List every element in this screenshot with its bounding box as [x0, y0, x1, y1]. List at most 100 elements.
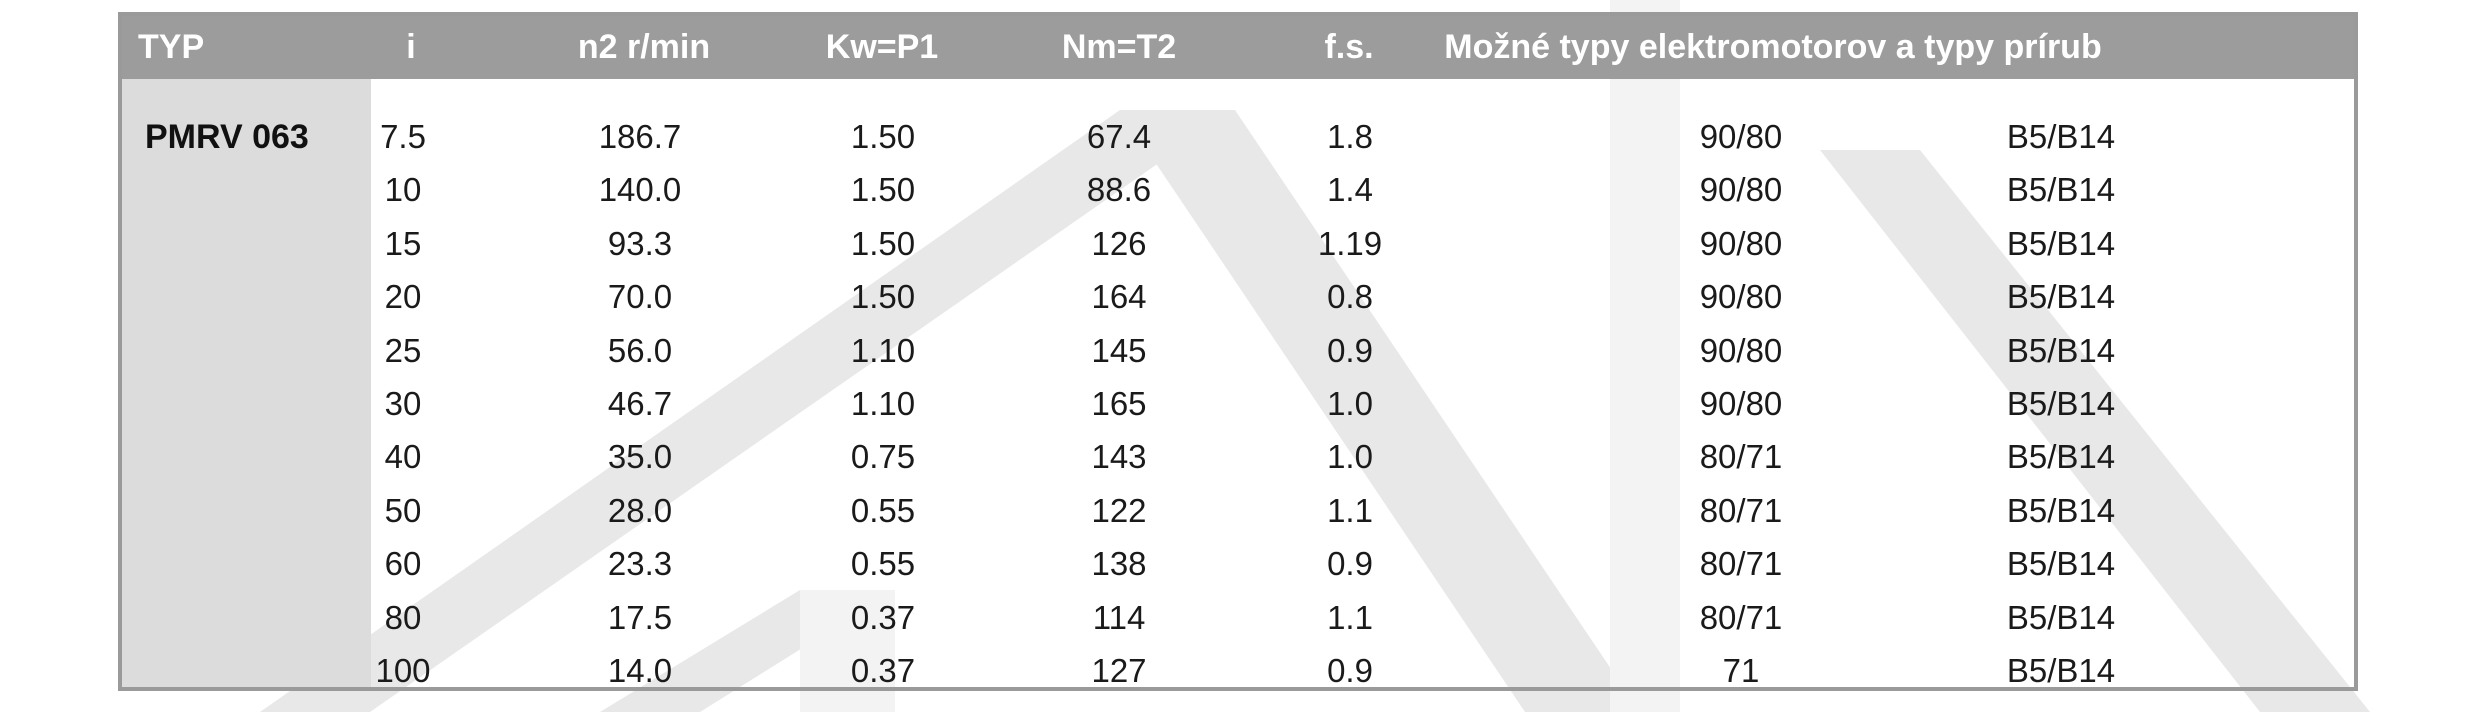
header-motor-types: Možné typy elektromotorov a typy prírub	[1444, 28, 2102, 66]
cell-n2: 186.7	[598, 118, 682, 155]
cell-motor: 80/71	[1699, 598, 1783, 636]
cell-flange: B5/B14	[2006, 118, 2116, 155]
header-kw: Kw=P1	[825, 28, 939, 66]
cell-n2: 46.7	[607, 385, 673, 422]
watermark-band	[1610, 0, 1680, 712]
table-row: 30 46.7 1.10 165 1.0 90/80 B5/B14	[122, 377, 2354, 430]
cell-i: 100	[375, 652, 431, 689]
cell-fs: 0.9	[1327, 545, 1373, 583]
cell-kw: 0.55	[850, 491, 916, 529]
cell-flange: B5/B14	[2006, 438, 2116, 476]
cell-nm: 145	[1091, 331, 1147, 369]
cell-fs: 1.1	[1327, 598, 1373, 636]
cell-i: 25	[384, 331, 422, 369]
cell-n2: 23.3	[607, 545, 673, 583]
cell-kw: 0.37	[850, 598, 916, 636]
cell-i: 60	[384, 545, 422, 583]
table-row: 50 28.0 0.55 122 1.1 80/71 B5/B14	[122, 484, 2354, 537]
table-row: 60 23.3 0.55 138 0.9 80/71 B5/B14	[122, 537, 2354, 590]
cell-motor: 90/80	[1699, 118, 1783, 155]
cell-motor: 71	[1722, 652, 1760, 689]
table-row: 15 93.3 1.50 126 1.19 90/80 B5/B14	[122, 217, 2354, 270]
watermark-block	[800, 590, 895, 712]
cell-flange: B5/B14	[2006, 652, 2116, 689]
cell-fs: 1.19	[1317, 224, 1383, 262]
cell-n2: 93.3	[607, 224, 673, 262]
cell-nm: 126	[1091, 224, 1147, 262]
cell-kw: 0.55	[850, 545, 916, 583]
header-n2: n2 r/min	[577, 28, 711, 66]
header-i: i	[406, 28, 416, 66]
cell-flange: B5/B14	[2006, 224, 2116, 262]
cell-i: 20	[384, 278, 422, 316]
cell-motor: 80/71	[1699, 545, 1783, 583]
cell-i: 30	[384, 385, 422, 422]
type-name: PMRV 063	[145, 118, 309, 156]
cell-fs: 1.0	[1327, 438, 1373, 476]
table-row: 40 35.0 0.75 143 1.0 80/71 B5/B14	[122, 430, 2354, 483]
cell-n2: 70.0	[607, 278, 673, 316]
cell-nm: 127	[1091, 652, 1147, 689]
cell-kw: 1.10	[850, 331, 916, 369]
cell-fs: 0.9	[1327, 331, 1373, 369]
cell-flange: B5/B14	[2006, 385, 2116, 422]
cell-flange: B5/B14	[2006, 545, 2116, 583]
cell-kw: 0.37	[850, 652, 916, 689]
cell-n2: 56.0	[607, 331, 673, 369]
table-row: 20 70.0 1.50 164 0.8 90/80 B5/B14	[122, 270, 2354, 323]
typ-column	[122, 79, 371, 687]
cell-i: 7.5	[380, 118, 426, 155]
cell-motor: 80/71	[1699, 491, 1783, 529]
cell-flange: B5/B14	[2006, 491, 2116, 529]
cell-n2: 140.0	[598, 171, 682, 209]
cell-motor: 80/71	[1699, 438, 1783, 476]
watermark-stroke-far-right	[1820, 150, 2370, 712]
cell-kw: 0.75	[850, 438, 916, 476]
header-nm: Nm=T2	[1061, 28, 1177, 66]
cell-nm: 164	[1091, 278, 1147, 316]
cell-kw: 1.50	[850, 224, 916, 262]
cell-kw: 1.50	[850, 118, 916, 155]
cell-nm: 122	[1091, 491, 1147, 529]
table-row: 80 17.5 0.37 114 1.1 80/71 B5/B14	[122, 591, 2354, 644]
cell-fs: 1.0	[1327, 385, 1373, 422]
cell-kw: 1.50	[850, 278, 916, 316]
cell-i: 80	[384, 598, 422, 636]
table-row: 100 14.0 0.37 127 0.9 71 B5/B14	[122, 644, 2354, 697]
watermark-stroke-right	[1120, 110, 1640, 712]
cell-flange: B5/B14	[2006, 278, 2116, 316]
cell-motor: 90/80	[1699, 224, 1783, 262]
cell-fs: 1.4	[1327, 171, 1373, 209]
cell-i: 10	[384, 171, 422, 209]
header-typ: TYP	[138, 28, 205, 66]
cell-flange: B5/B14	[2006, 331, 2116, 369]
cell-flange: B5/B14	[2006, 598, 2116, 636]
cell-n2: 17.5	[607, 598, 673, 636]
cell-i: 15	[384, 224, 422, 262]
cell-motor: 90/80	[1699, 278, 1783, 316]
cell-fs: 1.8	[1327, 118, 1373, 155]
cell-fs: 0.9	[1327, 652, 1373, 689]
table-row: 7.5 186.7 1.50 67.4 1.8 90/80 B5/B14	[122, 110, 2354, 163]
cell-motor: 90/80	[1699, 331, 1783, 369]
table-row: 10 140.0 1.50 88.6 1.4 90/80 B5/B14	[122, 163, 2354, 216]
header-fs: f.s.	[1324, 28, 1374, 66]
table-row: 25 56.0 1.10 145 0.9 90/80 B5/B14	[122, 324, 2354, 377]
cell-fs: 1.1	[1327, 491, 1373, 529]
cell-n2: 35.0	[607, 438, 673, 476]
cell-motor: 90/80	[1699, 171, 1783, 209]
cell-nm: 88.6	[1086, 171, 1152, 209]
cell-i: 40	[384, 438, 422, 476]
cell-nm: 165	[1091, 385, 1147, 422]
gearbox-spec-table: TYP i n2 r/min Kw=P1 Nm=T2 f.s. Možné ty…	[118, 12, 2358, 691]
cell-nm: 138	[1091, 545, 1147, 583]
cell-nm: 67.4	[1086, 118, 1152, 155]
watermark-stroke-left	[260, 110, 1235, 712]
cell-fs: 0.8	[1327, 278, 1373, 316]
cell-nm: 114	[1092, 598, 1146, 636]
cell-kw: 1.50	[850, 171, 916, 209]
cell-flange: B5/B14	[2006, 171, 2116, 209]
cell-i: 50	[384, 491, 422, 529]
cell-kw: 1.10	[850, 385, 916, 422]
